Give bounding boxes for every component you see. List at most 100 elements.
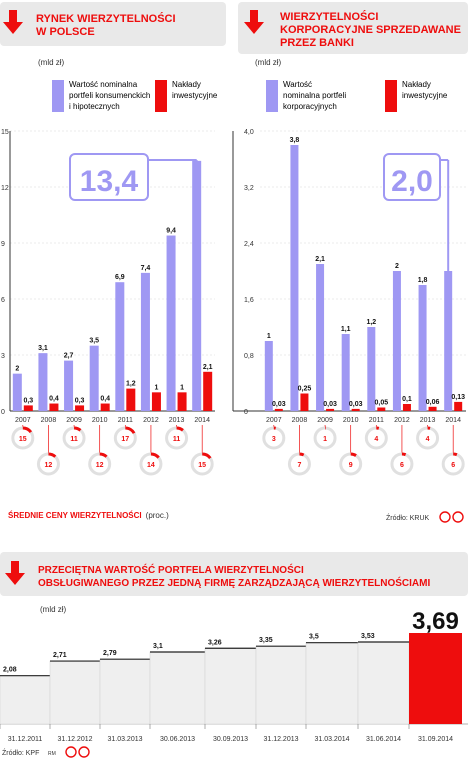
price-arc — [48, 452, 57, 458]
x-tick-label: 2010 — [343, 417, 359, 424]
bar-value-a — [64, 360, 74, 411]
x-tick-label: 2008 — [41, 417, 57, 424]
bar-label-b: 0,03 — [272, 401, 286, 408]
left-title-line1: RYNEK WIERZYTELNOŚCI — [36, 12, 176, 25]
x-tick-label: 2009 — [66, 417, 82, 424]
bar-value-b — [454, 401, 463, 411]
bottom-title-line1: PRZECIĘTNA WARTOŚĆ PORTFELA WIERZYTELNOŚ… — [38, 563, 304, 576]
x-tick-label: 2008 — [292, 417, 308, 424]
bar-value-a — [140, 272, 150, 411]
bar-label-b: 0,13 — [451, 394, 465, 401]
step — [99, 658, 151, 725]
x-tick-label: 2014 — [194, 417, 210, 424]
bar-label-b: 0,4 — [100, 396, 110, 403]
left-legend-b-1: Nakłady — [172, 80, 201, 89]
right-title-line2: KORPORACYJNE SPRZEDAWANE — [280, 24, 461, 36]
bar-label-b: 0,03 — [349, 401, 363, 408]
legend-swatch-red — [155, 80, 167, 112]
right-legend-b-2: inwestycyjne — [402, 91, 448, 100]
step — [305, 642, 359, 725]
bar-value-a — [367, 327, 376, 411]
bar-value-b — [402, 404, 411, 411]
legend-swatch-lavender — [266, 80, 278, 112]
callout-box — [69, 153, 149, 201]
chart-bottom: 2,08 31.12.2011 2,71 31.12.2012 2,79 31.03.20… — [0, 608, 468, 743]
bar-label-a: 1,2 — [366, 319, 376, 326]
price-value: 14 — [147, 462, 155, 469]
down-arrow-icon — [5, 561, 25, 585]
price-value: 9 — [349, 462, 353, 469]
left-legend-a-1: Wartość nominalna — [69, 80, 138, 89]
step-value: 2,08 — [3, 667, 17, 674]
right-legend-a-1: Wartość — [283, 80, 312, 89]
x-tick-label: 2012 — [394, 417, 410, 424]
bar-label-b: 1 — [154, 384, 158, 391]
right-legend: Wartość nominalna portfeli korporacyjnyc… — [266, 80, 448, 112]
right-legend-a-2: nominalna portfeli — [283, 91, 346, 100]
left-legend-b-2: inwestycyjne — [172, 91, 218, 100]
step-value: 3,1 — [153, 643, 163, 650]
price-value: 12 — [96, 462, 104, 469]
x-tick-label: 2007 — [266, 417, 282, 424]
x-tick-label: 2009 — [317, 417, 333, 424]
avg-price-label-text: ŚREDNIE CENY WIERZYTELNOŚCI — [8, 511, 142, 520]
step-value: 3,5 — [309, 634, 319, 641]
left-legend-a-2: portfeli konsumenckich — [69, 91, 150, 100]
bar-value-a — [192, 160, 202, 411]
avg-price-unit: (proc.) — [146, 511, 169, 520]
left-unit: (mld zł) — [38, 58, 65, 67]
price-arc — [150, 452, 160, 459]
bar-value-a — [12, 373, 22, 411]
bottom-source: Źródło: KPF — [2, 748, 39, 757]
bar-label-a: 2 — [15, 366, 19, 373]
price-value: 4 — [426, 436, 430, 443]
right-header: WIERZYTELNOŚCI KORPORACYJNE SPRZEDAWANE … — [238, 2, 468, 54]
left-title-line2: W POLSCE — [36, 26, 95, 38]
right-title-line1: WIERZYTELNOŚCI — [280, 10, 378, 23]
bar-value-a — [89, 345, 99, 411]
step — [255, 645, 307, 725]
price-value: 6 — [451, 462, 455, 469]
x-tick-label: 31.09.2014 — [418, 736, 453, 743]
x-tick-label: 31.12.2011 — [8, 736, 43, 743]
bar-label-a: 3,8 — [290, 137, 300, 144]
y-tick-label: 12 — [1, 185, 9, 192]
bar-value-a — [290, 145, 299, 411]
x-tick-label: 2007 — [15, 417, 31, 424]
price-value: 15 — [19, 436, 27, 443]
bar-value-a — [341, 334, 350, 411]
bar-value-a — [392, 271, 401, 411]
y-tick-label: 6 — [1, 297, 5, 304]
bar-value-b — [274, 408, 283, 411]
right-legend-b-1: Nakłady — [402, 80, 431, 89]
price-arc — [22, 426, 33, 434]
bar-value-b — [75, 405, 85, 411]
right-legend-a-3: korporacyjnych — [283, 102, 337, 111]
price-value: 15 — [198, 462, 206, 469]
left-legend: Wartość nominalna portfeli konsumenckich… — [52, 80, 218, 112]
price-value: 4 — [374, 436, 378, 443]
down-arrow-icon — [244, 10, 264, 34]
bar-value-b — [377, 407, 386, 411]
bar-label-a: 2 — [395, 263, 399, 270]
bar-value-a — [316, 264, 325, 411]
price-arc — [350, 452, 357, 457]
price-arc — [299, 452, 305, 457]
x-tick-label: 31.06.2014 — [366, 736, 401, 743]
price-arc — [401, 452, 407, 457]
y-tick-label: 0,8 — [244, 353, 254, 360]
bar-label-b: 1 — [180, 384, 184, 391]
bar-label-a: 2,7 — [64, 353, 74, 360]
x-tick-label: 2013 — [420, 417, 436, 424]
price-value: 6 — [400, 462, 404, 469]
price-arc — [176, 426, 184, 432]
bar-label-a: 7,4 — [141, 265, 151, 272]
credit-logo-bottom — [65, 746, 90, 758]
bar-label-b: 0,05 — [375, 400, 389, 407]
x-tick-label: 30.09.2013 — [213, 736, 248, 743]
bar-value-b — [49, 403, 59, 411]
bar-value-a — [264, 341, 273, 411]
bar-label-b: 0,1 — [402, 396, 412, 403]
callout-box — [383, 153, 441, 201]
bar-value-b — [151, 392, 161, 411]
